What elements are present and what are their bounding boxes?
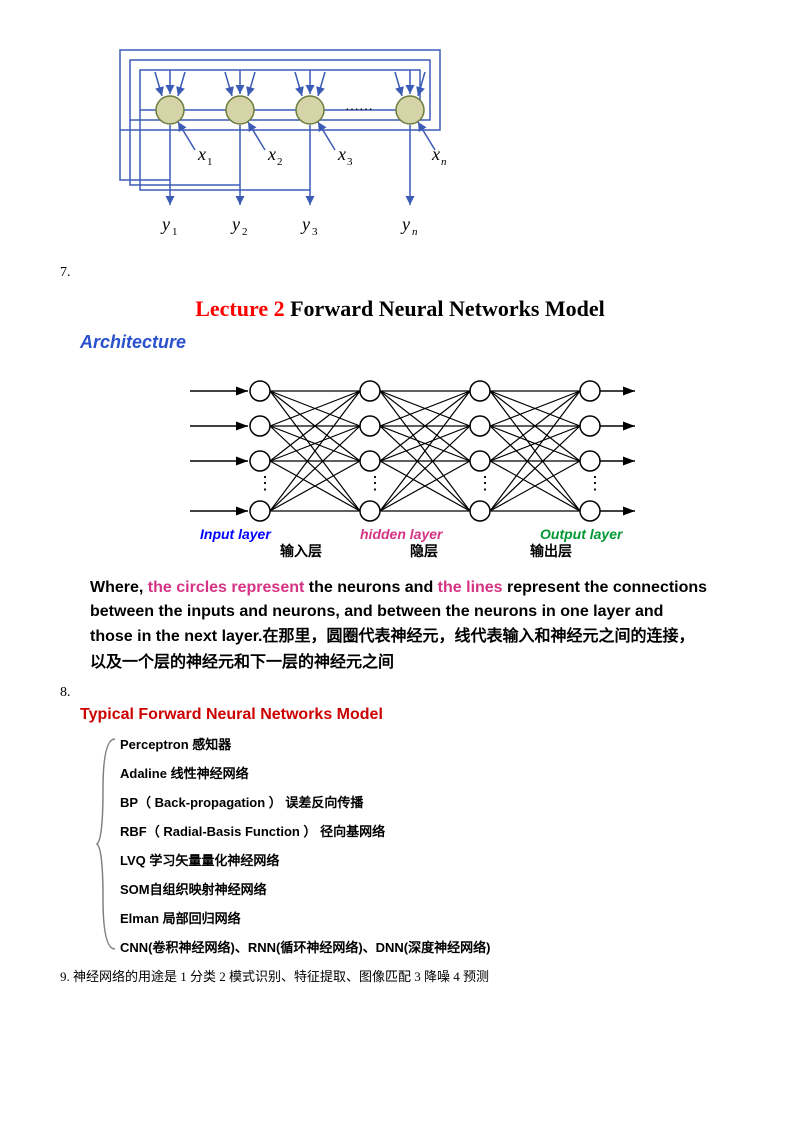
feedforward-svg: ⋮ ⋮ ⋮ ⋮ Input layer hidden layer [160, 361, 640, 561]
output-chinese: 输出层 [530, 543, 572, 560]
input-layer-label: Input layer [200, 526, 272, 542]
model-lvq: LVQ 学习矢量量化神经网络 [120, 850, 740, 869]
brace-icon [95, 734, 120, 954]
yn-label: y [400, 214, 410, 234]
x2-label: x [267, 144, 276, 164]
svg-text:n: n [412, 226, 418, 238]
svg-text:2: 2 [277, 156, 283, 168]
circles-text: the circles represent [148, 579, 305, 596]
hidden-layer-label: hidden layer [360, 526, 444, 542]
svg-text:3: 3 [312, 226, 318, 238]
model-adaline: Adaline 线性神经网络 [120, 763, 740, 782]
typical-title: Typical Forward Neural Networks Model [80, 706, 740, 724]
y2-label: y [230, 214, 240, 234]
svg-text:3: 3 [347, 156, 353, 168]
svg-text:⋮: ⋮ [476, 473, 494, 493]
x3-label: x [337, 144, 346, 164]
svg-text:⋮: ⋮ [256, 473, 274, 493]
model-rbf: RBF（ Radial-Basis Function ） 径向基网络 [120, 821, 740, 840]
lecture-title: Lecture 2 Forward Neural Networks Model [60, 296, 740, 322]
y3-label: y [300, 214, 310, 234]
hidden-chinese: 隐层 [410, 543, 438, 560]
svg-text:n: n [441, 156, 447, 168]
architecture-heading: Architecture [80, 332, 740, 353]
recurrent-network-diagram: x1 x2 x3 xn …… y1 y2 y3 yn [110, 40, 740, 255]
lecture-prefix: Lecture 2 [195, 296, 284, 321]
lines-text: the lines [438, 579, 503, 596]
input-chinese: 输入层 [280, 543, 322, 560]
model-list: Perceptron 感知器 Adaline 线性神经网络 BP（ Back-p… [120, 734, 740, 956]
where-text: Where, [90, 579, 148, 596]
model-elman: Elman 局部回归网络 [120, 908, 740, 927]
svg-text:⋮: ⋮ [586, 473, 604, 493]
section-9: 9. 神经网络的用途是 1 分类 2 模式识别、特征提取、图像匹配 3 降噪 4… [60, 966, 740, 985]
recurrent-svg: x1 x2 x3 xn …… y1 y2 y3 yn [110, 40, 460, 250]
svg-text:1: 1 [172, 226, 178, 238]
description-paragraph: Where, the circles represent the neurons… [90, 576, 710, 675]
xn-label: x [431, 144, 440, 164]
svg-text:1: 1 [207, 156, 213, 168]
feedforward-diagram: ⋮ ⋮ ⋮ ⋮ Input layer hidden layer [60, 361, 740, 566]
model-perceptron: Perceptron 感知器 [120, 734, 740, 753]
model-som: SOM自组织映射神经网络 [120, 879, 740, 898]
section-8-number: 8. [60, 685, 740, 701]
model-bp: BP（ Back-propagation ） 误差反向传播 [120, 792, 740, 811]
section-9-text: 神经网络的用途是 1 分类 2 模式识别、特征提取、图像匹配 3 降噪 4 预测 [73, 969, 489, 984]
svg-text:⋮: ⋮ [366, 473, 384, 493]
svg-text:2: 2 [242, 226, 248, 238]
y1-label: y [160, 214, 170, 234]
lecture-title-text: Forward Neural Networks Model [285, 296, 605, 321]
mid-text: the neurons and [304, 579, 437, 596]
output-layer-label: Output layer [540, 526, 624, 542]
section-7-number: 7. [60, 265, 740, 281]
model-cnn: CNN(卷积神经网络)、RNN(循环神经网络)、DNN(深度神经网络) [120, 937, 740, 956]
dots-label: …… [345, 99, 373, 114]
x1-label: x [197, 144, 206, 164]
section-9-number: 9. [60, 969, 70, 984]
